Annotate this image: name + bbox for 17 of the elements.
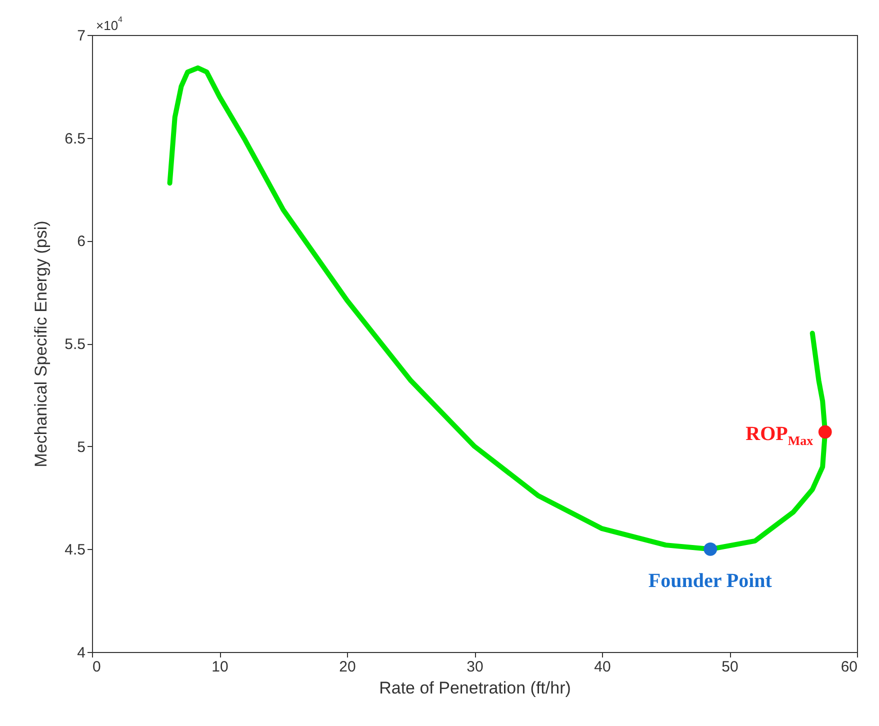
- y-tick-label: 4: [77, 644, 86, 662]
- y-tick-label: 4.5: [64, 542, 86, 559]
- y-tick-label: 6.5: [64, 130, 86, 148]
- annotation: Founder Point: [648, 570, 772, 592]
- x-tick-label: 20: [339, 658, 356, 676]
- y-tick-label: 5.5: [64, 336, 86, 353]
- y-tick-label: 6: [77, 233, 86, 250]
- y-tick-label: 7: [77, 28, 86, 44]
- y-tick-label: 5: [77, 438, 86, 456]
- x-tick-label: 60: [840, 658, 858, 676]
- x-tick-label: 10: [212, 658, 228, 676]
- x-tick-label: 50: [722, 658, 738, 676]
- x-tick-label: 0: [92, 658, 101, 676]
- y-axis-title: Mechanical Specific Energy (psi): [32, 220, 51, 468]
- x-axis-title: Rate of Penetration (ft/hr): [379, 678, 571, 698]
- x-tick-label: 40: [594, 658, 611, 676]
- x-tick-label: 30: [466, 658, 484, 676]
